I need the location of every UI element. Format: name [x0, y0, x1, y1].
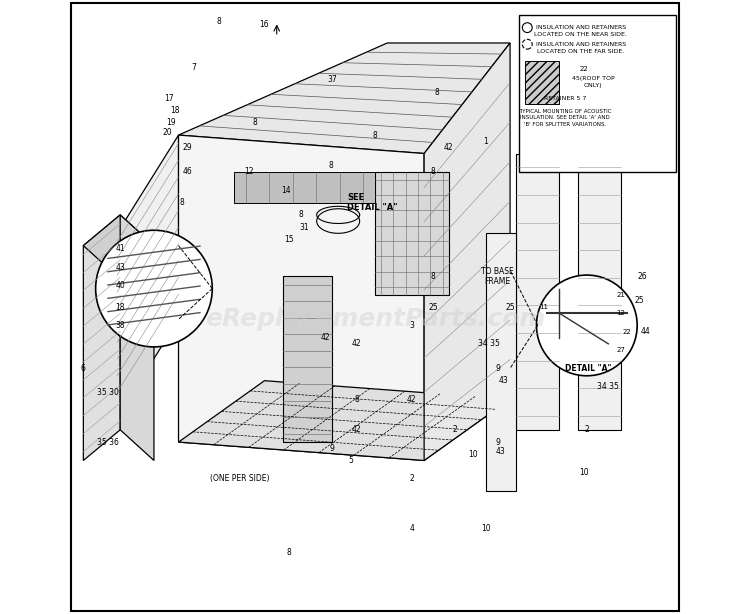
Text: 8: 8 [216, 17, 220, 26]
FancyBboxPatch shape [71, 3, 679, 611]
Text: 16: 16 [260, 20, 269, 29]
Text: 42: 42 [321, 333, 331, 342]
Text: 10: 10 [579, 468, 589, 477]
Text: 42: 42 [352, 426, 362, 434]
Polygon shape [375, 172, 448, 295]
Text: 3: 3 [410, 321, 414, 330]
Polygon shape [117, 135, 178, 418]
Text: 8: 8 [286, 548, 292, 557]
Text: LOCATED ON THE FAR SIDE.: LOCATED ON THE FAR SIDE. [537, 49, 624, 54]
Text: INSULATION AND RETAINERS: INSULATION AND RETAINERS [536, 42, 626, 47]
Text: 25: 25 [634, 297, 644, 305]
Text: LOCATED ON THE NEAR SIDE.: LOCATED ON THE NEAR SIDE. [534, 33, 627, 37]
Text: 5: 5 [348, 456, 353, 465]
Text: 44: 44 [640, 327, 650, 336]
Text: 37: 37 [327, 76, 337, 84]
Polygon shape [178, 43, 510, 154]
Text: 4: 4 [410, 524, 414, 532]
Polygon shape [424, 43, 510, 460]
Text: 45(ROOF TOP: 45(ROOF TOP [572, 76, 614, 81]
Text: 27: 27 [616, 347, 625, 353]
Text: SEE
DETAIL "A": SEE DETAIL "A" [347, 193, 398, 212]
Text: 46: 46 [183, 168, 193, 176]
Text: 43: 43 [496, 447, 506, 456]
Polygon shape [83, 215, 154, 276]
Polygon shape [516, 154, 560, 430]
Text: 8: 8 [434, 88, 439, 96]
Circle shape [536, 275, 638, 376]
Text: 35 30: 35 30 [97, 389, 118, 397]
Polygon shape [485, 233, 516, 491]
Text: 12: 12 [244, 168, 254, 176]
Polygon shape [234, 172, 375, 203]
Polygon shape [120, 215, 154, 460]
Text: TYPICAL MOUNTING OF ACOUSTIC: TYPICAL MOUNTING OF ACOUSTIC [519, 109, 611, 114]
Text: 8: 8 [431, 272, 436, 281]
Text: 9: 9 [495, 364, 500, 373]
Polygon shape [83, 215, 120, 460]
Text: 9: 9 [329, 444, 334, 453]
Polygon shape [283, 276, 332, 442]
Text: 8: 8 [431, 168, 436, 176]
Text: 11: 11 [539, 304, 548, 310]
Text: 20: 20 [163, 128, 172, 136]
Text: 40: 40 [116, 281, 125, 290]
Text: 8: 8 [299, 211, 304, 219]
Text: 18: 18 [170, 106, 179, 115]
Text: 19: 19 [166, 119, 176, 127]
Text: 43: 43 [116, 263, 125, 271]
Text: 25: 25 [428, 303, 438, 311]
Text: 43: 43 [499, 376, 508, 385]
Text: INSULATION. SEE DETAIL 'A' AND: INSULATION. SEE DETAIL 'A' AND [520, 115, 610, 120]
Polygon shape [178, 381, 510, 460]
Text: 22: 22 [580, 66, 588, 72]
Text: 10: 10 [481, 524, 490, 532]
Text: 34 35: 34 35 [598, 383, 619, 391]
Text: DETAIL "A": DETAIL "A" [565, 364, 611, 373]
Text: 34 35: 34 35 [478, 340, 500, 348]
Text: 8: 8 [253, 119, 258, 127]
Text: 31: 31 [299, 223, 309, 231]
Text: 8: 8 [179, 198, 184, 207]
Text: 22: 22 [622, 328, 631, 335]
Text: 'B' FOR SPLITTER VARIATIONS.: 'B' FOR SPLITTER VARIATIONS. [524, 122, 607, 126]
Text: 14: 14 [281, 186, 291, 195]
Text: 10: 10 [469, 450, 478, 459]
Text: 29: 29 [183, 143, 193, 152]
Text: 7: 7 [191, 63, 196, 72]
Text: 42: 42 [407, 395, 417, 403]
Text: 8: 8 [373, 131, 377, 139]
Text: 17: 17 [164, 94, 174, 103]
FancyBboxPatch shape [519, 15, 676, 172]
Text: 38: 38 [116, 321, 125, 330]
Text: 6: 6 [81, 364, 86, 373]
Text: (ONE PER SIDE): (ONE PER SIDE) [210, 475, 270, 483]
Text: 2: 2 [452, 426, 458, 434]
Text: 1: 1 [483, 137, 488, 146]
Text: TO BASE
FRAME: TO BASE FRAME [482, 266, 514, 286]
Text: eReplacementParts.com: eReplacementParts.com [205, 307, 545, 332]
Text: 8: 8 [354, 395, 359, 403]
Text: 21: 21 [616, 292, 625, 298]
Text: 25: 25 [506, 303, 515, 311]
Text: 35 36: 35 36 [97, 438, 118, 446]
Text: 15: 15 [284, 235, 294, 244]
Text: 41: 41 [116, 244, 125, 253]
Polygon shape [178, 135, 424, 460]
Text: 9: 9 [495, 438, 500, 446]
Text: INSULATION AND RETAINERS: INSULATION AND RETAINERS [536, 25, 626, 30]
Text: 2: 2 [584, 426, 590, 434]
Text: ONLY): ONLY) [584, 84, 602, 88]
Text: 8: 8 [328, 161, 333, 170]
FancyBboxPatch shape [526, 61, 560, 104]
Text: 18: 18 [116, 303, 125, 311]
Circle shape [96, 230, 212, 347]
Text: RETAINER 5 7: RETAINER 5 7 [544, 96, 586, 101]
Text: 42: 42 [444, 143, 454, 152]
Text: 12: 12 [616, 310, 625, 316]
Text: 42: 42 [352, 340, 362, 348]
Polygon shape [578, 154, 620, 430]
Text: 2: 2 [410, 475, 414, 483]
Text: 26: 26 [638, 272, 647, 281]
